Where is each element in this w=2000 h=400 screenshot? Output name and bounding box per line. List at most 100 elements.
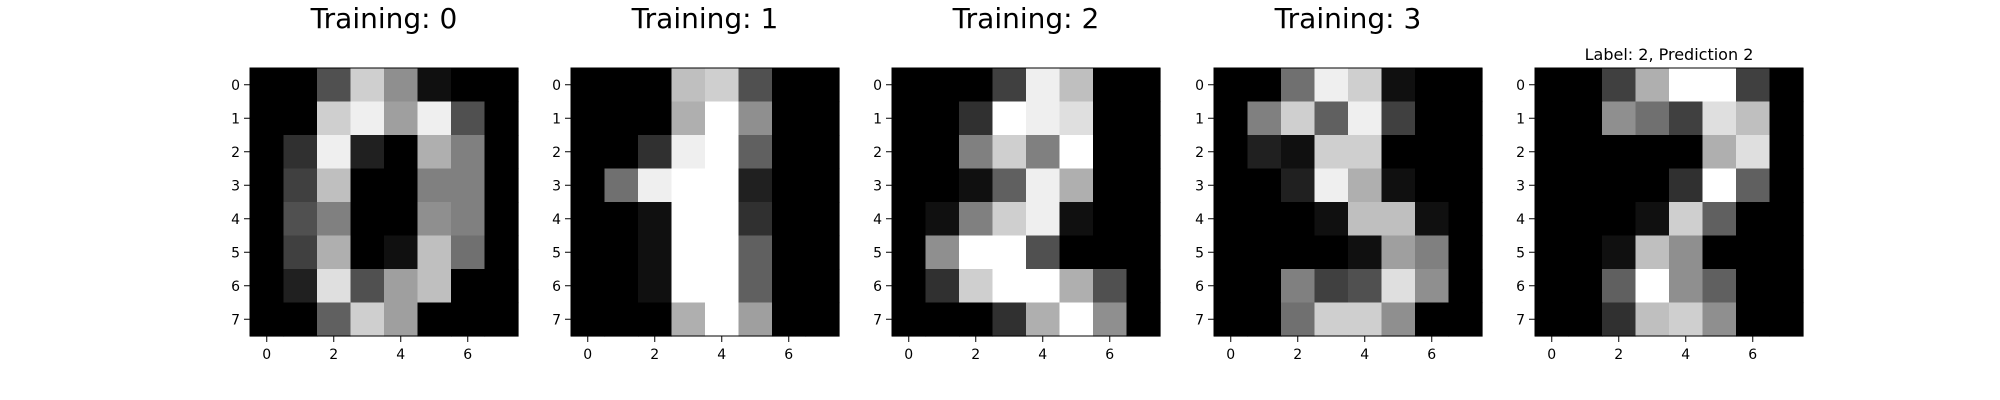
y-tick-label: 6	[873, 279, 882, 295]
image-pixel	[1535, 68, 1570, 103]
image-pixel	[705, 202, 740, 237]
image-pixel	[1093, 302, 1128, 337]
image-pixel	[1281, 235, 1316, 270]
image-pixel	[638, 168, 673, 203]
image-pixel	[992, 269, 1027, 304]
image-pixel	[705, 269, 740, 304]
image-pixel	[451, 168, 486, 203]
image-pixel	[992, 235, 1027, 270]
image-pixel	[484, 135, 519, 170]
image-pixel	[1059, 235, 1094, 270]
y-tick-label: 3	[1195, 178, 1204, 194]
image-pixel	[805, 101, 840, 136]
image-pixel	[1348, 235, 1383, 270]
image-pixel	[1769, 235, 1804, 270]
image-pixel	[1415, 101, 1450, 136]
image-pixel	[671, 269, 706, 304]
image-pixel	[1281, 101, 1316, 136]
image-pixel	[671, 235, 706, 270]
image-pixel	[417, 68, 452, 103]
image-pixel	[1769, 302, 1804, 337]
image-pixel	[671, 302, 706, 337]
image-pixel	[705, 302, 740, 337]
x-tick-label: 0	[1547, 347, 1556, 363]
image-pixel	[1535, 168, 1570, 203]
image-pixel	[1348, 168, 1383, 203]
x-tick-label: 6	[1748, 347, 1757, 363]
image-pixel	[317, 302, 352, 337]
image-pixel	[705, 135, 740, 170]
image-pixel	[1769, 269, 1804, 304]
x-tick-label: 4	[1038, 347, 1047, 363]
image-pixel	[1247, 235, 1282, 270]
image-pixel	[959, 269, 994, 304]
image-pixel	[772, 235, 807, 270]
image-pixel	[384, 302, 419, 337]
panel-title: Training: 1	[631, 2, 779, 35]
y-tick-label: 0	[1516, 78, 1525, 94]
panel-title: Label: 2, Prediction 2	[1585, 45, 1754, 64]
image-pixel	[250, 135, 285, 170]
digit-panel-2: Training: 2 0 1 2 3 4 5 6 7 0 2 4 6	[873, 2, 1161, 363]
image-pixel	[1736, 235, 1771, 270]
image-pixel	[350, 168, 385, 203]
y-tick-label: 2	[1195, 145, 1204, 161]
image-pixel	[1769, 101, 1804, 136]
y-tick-label: 4	[552, 212, 561, 228]
y-tick-label: 7	[873, 312, 882, 328]
image-pixel	[1059, 135, 1094, 170]
image-pixel	[1314, 235, 1349, 270]
image-pixel	[1381, 269, 1416, 304]
image-pixel	[417, 202, 452, 237]
image-pixel	[1381, 168, 1416, 203]
image-pixel	[283, 68, 318, 103]
y-tick-label: 1	[873, 111, 882, 127]
image-pixel	[1026, 202, 1061, 237]
y-tick-label: 7	[231, 312, 240, 328]
image-pixel	[959, 202, 994, 237]
axes-frame	[249, 67, 519, 337]
image-pixel	[705, 101, 740, 136]
panel-title: Training: 2	[952, 2, 1100, 35]
image-pixel	[451, 202, 486, 237]
image-pixel	[451, 269, 486, 304]
image-pixel	[1669, 302, 1704, 337]
image-pixel	[1568, 302, 1603, 337]
image-pixel	[571, 168, 606, 203]
image-pixel	[1059, 269, 1094, 304]
image-pixel	[1381, 101, 1416, 136]
image-pixel	[317, 235, 352, 270]
image-pixel	[571, 235, 606, 270]
image-pixel	[1126, 202, 1161, 237]
image-pixel	[1247, 135, 1282, 170]
image-pixel	[1448, 235, 1483, 270]
axes-frame	[1213, 67, 1483, 337]
axes-frame	[570, 67, 840, 337]
image-pixel	[1669, 68, 1704, 103]
y-tick-label: 4	[1516, 212, 1525, 228]
image-pixel	[604, 68, 639, 103]
image-pixel	[1348, 269, 1383, 304]
image-pixel	[738, 168, 773, 203]
image-pixel	[283, 202, 318, 237]
image-pixel	[350, 68, 385, 103]
image-pixel	[1448, 135, 1483, 170]
image-pixel	[604, 235, 639, 270]
image-pixel	[1281, 68, 1316, 103]
image-pixel	[1602, 235, 1637, 270]
image-pixel	[1702, 269, 1737, 304]
image-pixel	[1314, 202, 1349, 237]
x-tick-label: 2	[650, 347, 659, 363]
image-pixel	[1214, 235, 1249, 270]
image-pixel	[638, 235, 673, 270]
image-pixel	[1214, 302, 1249, 337]
image-pixel	[1314, 68, 1349, 103]
image-pixel	[992, 101, 1027, 136]
image-pixel	[1126, 269, 1161, 304]
image-pixel	[738, 302, 773, 337]
image-pixel	[1247, 269, 1282, 304]
image-pixel	[738, 269, 773, 304]
image-pixel	[1635, 269, 1670, 304]
image-pixel	[638, 68, 673, 103]
image-pixel	[1702, 302, 1737, 337]
